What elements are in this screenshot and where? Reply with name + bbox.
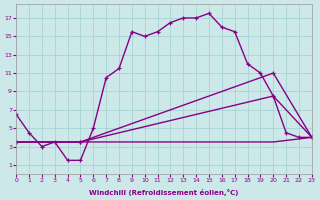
X-axis label: Windchill (Refroidissement éolien,°C): Windchill (Refroidissement éolien,°C) (89, 189, 239, 196)
